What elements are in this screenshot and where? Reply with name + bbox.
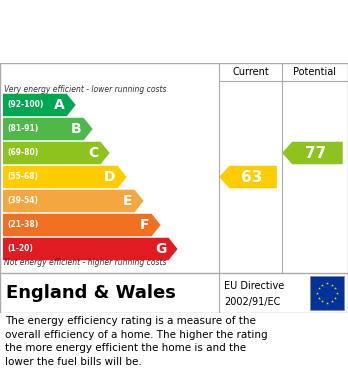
Text: (39-54): (39-54)	[7, 197, 38, 206]
Text: England & Wales: England & Wales	[6, 284, 176, 302]
Text: (55-68): (55-68)	[7, 172, 38, 181]
Text: Very energy efficient - lower running costs: Very energy efficient - lower running co…	[4, 85, 166, 94]
Polygon shape	[3, 238, 177, 260]
Text: A: A	[54, 98, 65, 112]
Text: Current: Current	[232, 67, 269, 77]
Text: EU Directive: EU Directive	[224, 281, 285, 291]
Text: F: F	[140, 218, 150, 232]
Text: (1-20): (1-20)	[7, 244, 33, 253]
Text: 77: 77	[305, 145, 326, 160]
Text: (81-91): (81-91)	[7, 124, 38, 133]
Polygon shape	[3, 214, 160, 236]
Text: 63: 63	[241, 170, 262, 185]
Text: C: C	[88, 146, 98, 160]
Polygon shape	[282, 142, 343, 164]
Bar	[310, 276, 344, 310]
Polygon shape	[3, 94, 76, 116]
Polygon shape	[219, 166, 277, 188]
Text: 2002/91/EC: 2002/91/EC	[224, 297, 280, 307]
Polygon shape	[3, 166, 127, 188]
Text: Energy Efficiency Rating: Energy Efficiency Rating	[10, 41, 232, 56]
Text: (69-80): (69-80)	[7, 149, 38, 158]
Text: G: G	[155, 242, 167, 256]
Text: The energy efficiency rating is a measure of the
overall efficiency of a home. T: The energy efficiency rating is a measur…	[5, 316, 268, 367]
Polygon shape	[3, 142, 110, 164]
Text: B: B	[71, 122, 82, 136]
Text: D: D	[104, 170, 116, 184]
Text: (21-38): (21-38)	[7, 221, 38, 230]
Polygon shape	[3, 190, 144, 212]
Polygon shape	[3, 118, 93, 140]
Text: (92-100): (92-100)	[7, 100, 44, 109]
Text: E: E	[123, 194, 133, 208]
Text: Not energy efficient - higher running costs: Not energy efficient - higher running co…	[4, 258, 166, 267]
Text: Potential: Potential	[293, 67, 337, 77]
